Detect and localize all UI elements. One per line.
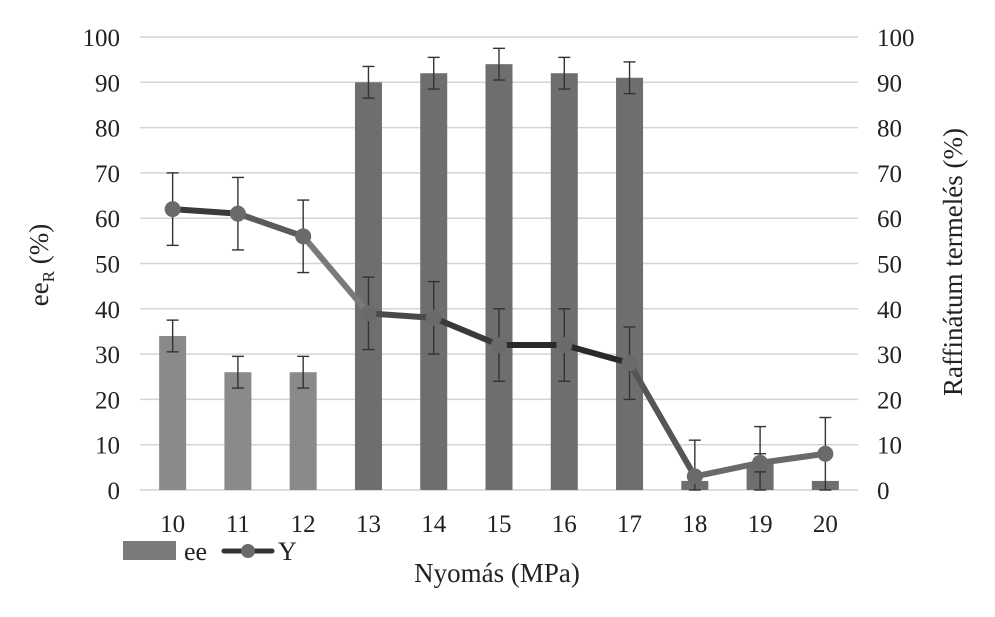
left-tick-label: 70 bbox=[95, 161, 120, 188]
bar bbox=[224, 372, 252, 490]
bar bbox=[289, 372, 317, 490]
right-tick-label: 30 bbox=[877, 342, 902, 369]
line-segment bbox=[626, 360, 698, 480]
x-axis-ticks: 10 11 12 13 14 15 16 17 18 19 20 bbox=[160, 511, 838, 538]
x-tick-label: 17 bbox=[617, 511, 642, 538]
left-tick-label: 10 bbox=[95, 433, 120, 460]
right-tick-label: 100 bbox=[877, 25, 915, 52]
bar-error-bar bbox=[427, 56, 440, 90]
bar-error-bar bbox=[231, 355, 244, 389]
line-series-y bbox=[169, 206, 829, 480]
left-axis-title: eeR (%) bbox=[24, 224, 58, 307]
line-segment bbox=[430, 314, 502, 349]
bar bbox=[616, 77, 644, 491]
bar-error-bars bbox=[166, 47, 767, 473]
x-tick-label: 14 bbox=[421, 511, 447, 538]
legend: ee Y bbox=[123, 537, 297, 566]
legend-label-ee: ee bbox=[184, 537, 207, 566]
left-axis-title-sub: R bbox=[39, 270, 58, 282]
line-markers bbox=[164, 201, 834, 485]
right-axis-ticks: 0 10 20 30 40 50 60 70 80 90 100 bbox=[877, 25, 915, 505]
line-segment bbox=[234, 210, 307, 240]
bar bbox=[550, 73, 578, 491]
line-segment bbox=[365, 310, 437, 321]
left-tick-label: 90 bbox=[95, 70, 120, 97]
line-marker bbox=[425, 309, 442, 326]
right-tick-label: 70 bbox=[877, 161, 902, 188]
line-marker bbox=[491, 337, 507, 354]
right-tick-label: 20 bbox=[877, 387, 902, 414]
right-tick-label: 90 bbox=[877, 70, 902, 97]
left-tick-label: 50 bbox=[95, 252, 120, 279]
legend-label-y: Y bbox=[278, 537, 297, 566]
x-tick-label: 19 bbox=[748, 511, 773, 538]
left-tick-label: 80 bbox=[95, 116, 120, 143]
right-axis-title: Raffinátum termelés (%) bbox=[938, 128, 968, 396]
left-tick-label: 60 bbox=[95, 206, 120, 233]
bar-error-bar bbox=[297, 355, 310, 389]
line-marker bbox=[360, 305, 377, 322]
x-tick-label: 18 bbox=[682, 511, 707, 538]
x-tick-label: 10 bbox=[160, 511, 185, 538]
legend-swatch-ee bbox=[123, 541, 176, 560]
line-marker bbox=[164, 201, 181, 218]
left-tick-label: 0 bbox=[108, 478, 121, 505]
line-segment bbox=[169, 206, 241, 217]
left-tick-label: 100 bbox=[83, 25, 121, 52]
x-tick-label: 16 bbox=[552, 511, 577, 538]
legend-marker-y bbox=[241, 544, 255, 558]
line-segment bbox=[300, 233, 372, 317]
right-tick-label: 40 bbox=[877, 297, 902, 324]
x-tick-label: 12 bbox=[291, 511, 316, 538]
right-tick-label: 10 bbox=[877, 433, 902, 460]
line-marker bbox=[295, 228, 312, 245]
bar-error-bar bbox=[623, 61, 636, 95]
left-tick-label: 40 bbox=[95, 297, 120, 324]
right-tick-label: 80 bbox=[877, 116, 902, 143]
right-tick-label: 60 bbox=[877, 206, 902, 233]
x-axis-title: Nyomás (MPa) bbox=[414, 558, 580, 588]
line-marker bbox=[817, 445, 834, 462]
x-tick-label: 15 bbox=[487, 511, 512, 538]
right-tick-label: 50 bbox=[877, 252, 902, 279]
line-marker bbox=[621, 355, 638, 372]
x-tick-label: 11 bbox=[226, 511, 250, 538]
left-axis-title-main: ee bbox=[24, 282, 54, 306]
line-segment bbox=[561, 342, 633, 367]
right-tick-label: 0 bbox=[877, 478, 890, 505]
left-axis-ticks: 0 10 20 30 40 50 60 70 80 90 100 bbox=[83, 25, 121, 505]
left-tick-label: 30 bbox=[95, 342, 120, 369]
bar bbox=[159, 335, 187, 490]
line-segment bbox=[691, 459, 764, 480]
left-axis-title-rest: (%) bbox=[24, 224, 54, 271]
line-marker bbox=[752, 454, 769, 471]
bar-error-bar bbox=[558, 56, 571, 90]
line-marker bbox=[229, 205, 246, 222]
bar-error-bar bbox=[493, 47, 505, 81]
bar-error-bar bbox=[362, 65, 375, 99]
x-tick-label: 13 bbox=[356, 511, 381, 538]
line-marker bbox=[686, 468, 703, 485]
x-tick-label: 20 bbox=[813, 511, 838, 538]
line-marker bbox=[556, 337, 573, 354]
left-tick-label: 20 bbox=[95, 387, 120, 414]
bar-error-bar bbox=[166, 319, 179, 353]
bar bbox=[485, 64, 513, 491]
line-segment bbox=[757, 450, 829, 466]
